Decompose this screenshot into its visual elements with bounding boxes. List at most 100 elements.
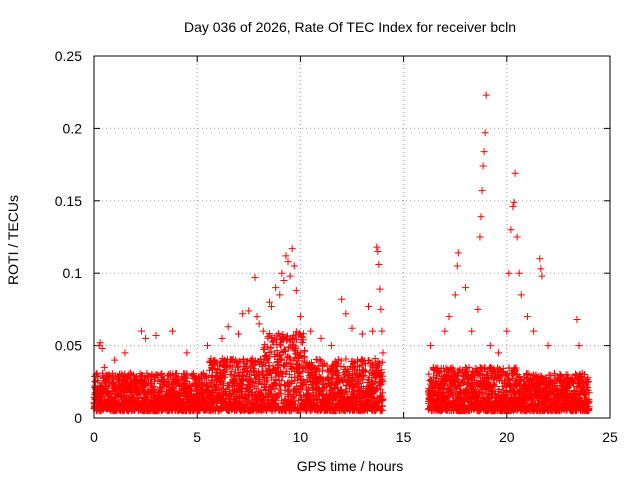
roti-point [202, 372, 210, 380]
roti-point [111, 384, 119, 392]
roti-point [253, 313, 261, 321]
roti-point [249, 379, 257, 387]
roti-point [278, 269, 286, 277]
roti-point [259, 327, 267, 335]
roti-point [234, 330, 242, 338]
roti-point [513, 233, 521, 241]
roti-point [537, 265, 545, 273]
roti-point [523, 313, 531, 321]
x-tick-label: 15 [396, 429, 412, 445]
roti-point [544, 342, 552, 350]
roti-point [224, 323, 232, 331]
roti-point [186, 382, 194, 390]
roti-point [196, 375, 204, 383]
roti-point [240, 376, 248, 384]
roti-point [256, 376, 264, 384]
roti-point [152, 331, 160, 339]
roti-point [245, 307, 253, 315]
x-axis-label: GPS time / hours [297, 458, 404, 474]
roti-point [348, 324, 356, 332]
roti-point [276, 291, 284, 299]
roti-point [290, 262, 298, 270]
roti-point [204, 374, 212, 382]
roti-point [377, 305, 385, 313]
roti-point [515, 269, 523, 277]
roti-point [157, 387, 165, 395]
roti-point [183, 371, 191, 379]
roti-point [507, 226, 515, 234]
y-tick-label: 0.25 [55, 48, 82, 64]
roti-point [258, 360, 266, 368]
grid-lines [94, 56, 610, 418]
data-points [90, 91, 593, 415]
roti-point [451, 291, 459, 299]
roti-point [425, 370, 433, 378]
roti-point [182, 370, 190, 378]
roti-point [509, 203, 517, 211]
roti-point [530, 327, 538, 335]
roti-point [374, 247, 382, 255]
roti-point [286, 272, 294, 280]
roti-point [162, 382, 170, 390]
roti-point [453, 262, 461, 270]
roti-point [111, 356, 119, 364]
roti-point [100, 363, 108, 371]
roti-point [121, 349, 129, 357]
roti-point [338, 295, 346, 303]
roti-point [376, 285, 384, 293]
roti-point [301, 348, 309, 356]
roti-point [482, 91, 490, 99]
roti-point [292, 287, 300, 295]
y-tick-label: 0 [74, 410, 82, 426]
x-tick-label: 10 [293, 429, 309, 445]
roti-point [288, 245, 296, 253]
roti-point [445, 313, 453, 321]
roti-point [239, 310, 247, 318]
roti-point [379, 349, 387, 357]
x-tick-label: 20 [499, 429, 515, 445]
roti-point [476, 233, 484, 241]
chart-title: Day 036 of 2026, Rate Of TEC Index for r… [184, 19, 516, 35]
roti-point [307, 327, 315, 335]
roti-point [468, 327, 476, 335]
roti-point [441, 327, 449, 335]
roti-point [327, 342, 335, 350]
roti-point [238, 380, 246, 388]
roti-point [375, 261, 383, 269]
roti-point [358, 330, 366, 338]
roti-point [183, 349, 191, 357]
roti-point [143, 393, 151, 401]
y-tick-label: 0.1 [63, 265, 83, 281]
roti-point [280, 276, 288, 284]
roti-point [272, 284, 280, 292]
roti-point [479, 162, 487, 170]
roti-point [251, 274, 259, 282]
roti-point [478, 187, 486, 195]
roti-point [182, 373, 190, 381]
roti-point [573, 316, 581, 324]
roti-point [150, 377, 158, 385]
roti-point [462, 284, 470, 292]
roti-point [369, 327, 377, 335]
y-axis-label: ROTI / TECUs [5, 195, 21, 285]
roti-point [373, 243, 381, 251]
roti-point [165, 376, 173, 384]
roti-point [477, 213, 485, 221]
roti-point [153, 371, 161, 379]
roti-point [575, 342, 583, 350]
roti-point [538, 272, 546, 280]
roti-point [94, 376, 102, 384]
roti-point [168, 327, 176, 335]
roti-point [137, 327, 145, 335]
y-tick-label: 0.15 [55, 193, 82, 209]
roti-point [486, 342, 494, 350]
roti-point [517, 291, 525, 299]
roti-point [264, 333, 272, 341]
x-tick-label: 0 [90, 429, 98, 445]
roti-point [365, 303, 373, 311]
roti-point [495, 349, 503, 357]
roti-point [317, 334, 325, 342]
y-tick-label: 0.05 [55, 338, 82, 354]
roti-point [511, 169, 519, 177]
x-tick-label: 25 [602, 429, 618, 445]
